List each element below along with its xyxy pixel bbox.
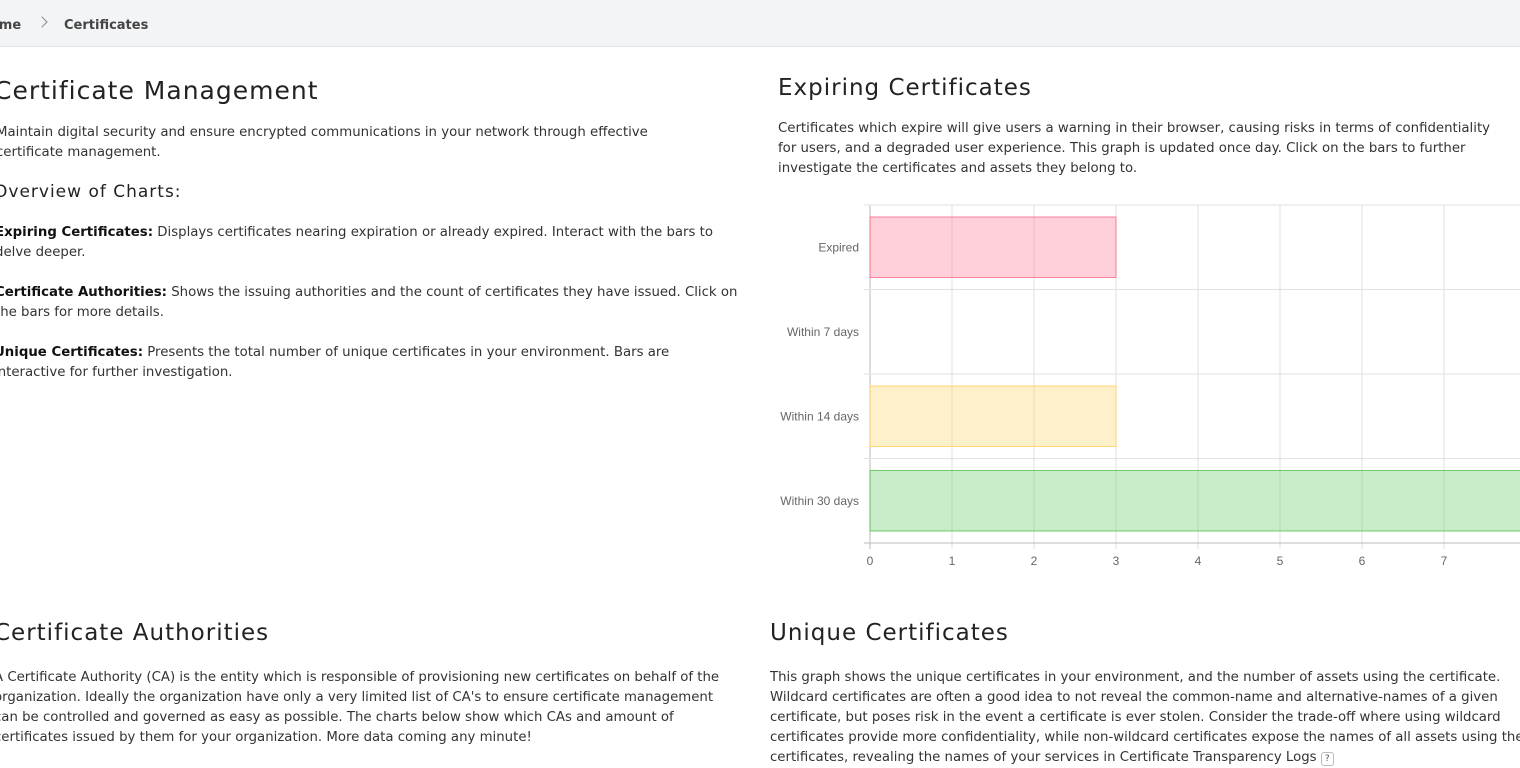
text: Presents the total number of unique cert…: [0, 345, 670, 380]
overview-item: Unique Certificates: Presents the total …: [0, 343, 719, 383]
crumb-home[interactable]: Home: [0, 18, 22, 33]
term: Expiring Certificates:: [0, 225, 154, 240]
y-tick-label: Within 7 days: [787, 325, 859, 339]
page-title: Certificate Management: [0, 76, 319, 105]
x-tick-label: 4: [1195, 554, 1202, 568]
text: Displays certificates nearing expiration…: [0, 225, 714, 260]
y-tick-label: Within 30 days: [780, 494, 859, 508]
x-tick-label: 1: [949, 554, 956, 568]
y-tick-label: Expired: [818, 240, 859, 254]
x-tick-label: 6: [1359, 554, 1366, 568]
breadcrumb: Home Certificates: [0, 0, 1520, 47]
intro: Maintain digital security and ensure enc…: [0, 125, 648, 160]
crumb-current: Certificates: [64, 18, 149, 33]
x-tick-label: 5: [1277, 554, 1284, 568]
x-tick-label: 0: [867, 554, 874, 568]
x-tick-label: 3: [1113, 554, 1120, 568]
chart: 0 1 2 3 4 5 6 7 Expired Within 7 days Within 14 da…: [780, 204, 1520, 568]
help-badge[interactable]: ?: [1320, 752, 1334, 766]
bar[interactable]: [869, 470, 1520, 532]
overview-title: Overview of Charts:: [0, 182, 182, 202]
section-description: Certificates which expire will give user…: [778, 121, 1491, 176]
term: Certificate Authorities:: [0, 285, 167, 300]
x-tick-label: 2: [1031, 554, 1038, 568]
overview-item: Expiring Certificates: Displays certific…: [0, 223, 715, 263]
text: Shows the issuing authorities and the co…: [0, 285, 738, 320]
text: This graph shows the unique certificates…: [770, 670, 1520, 765]
section-title: Certificate Authorities: [0, 620, 270, 646]
section-title: Unique Certificates: [770, 620, 1009, 646]
y-tick-label: Within 14 days: [780, 409, 859, 423]
section-title: Expiring Certificates: [778, 75, 1032, 101]
overview-item: Certificate Authorities: Shows the issui…: [0, 283, 745, 323]
bar[interactable]: [869, 385, 1117, 447]
x-tick-label: 7: [1441, 554, 1448, 568]
bar[interactable]: [869, 216, 1117, 278]
section-description: This graph shows the unique certificates…: [770, 668, 1520, 768]
term: Unique Certificates:: [0, 345, 144, 360]
section-description: A Certificate Authority (CA) is the enti…: [0, 670, 720, 745]
